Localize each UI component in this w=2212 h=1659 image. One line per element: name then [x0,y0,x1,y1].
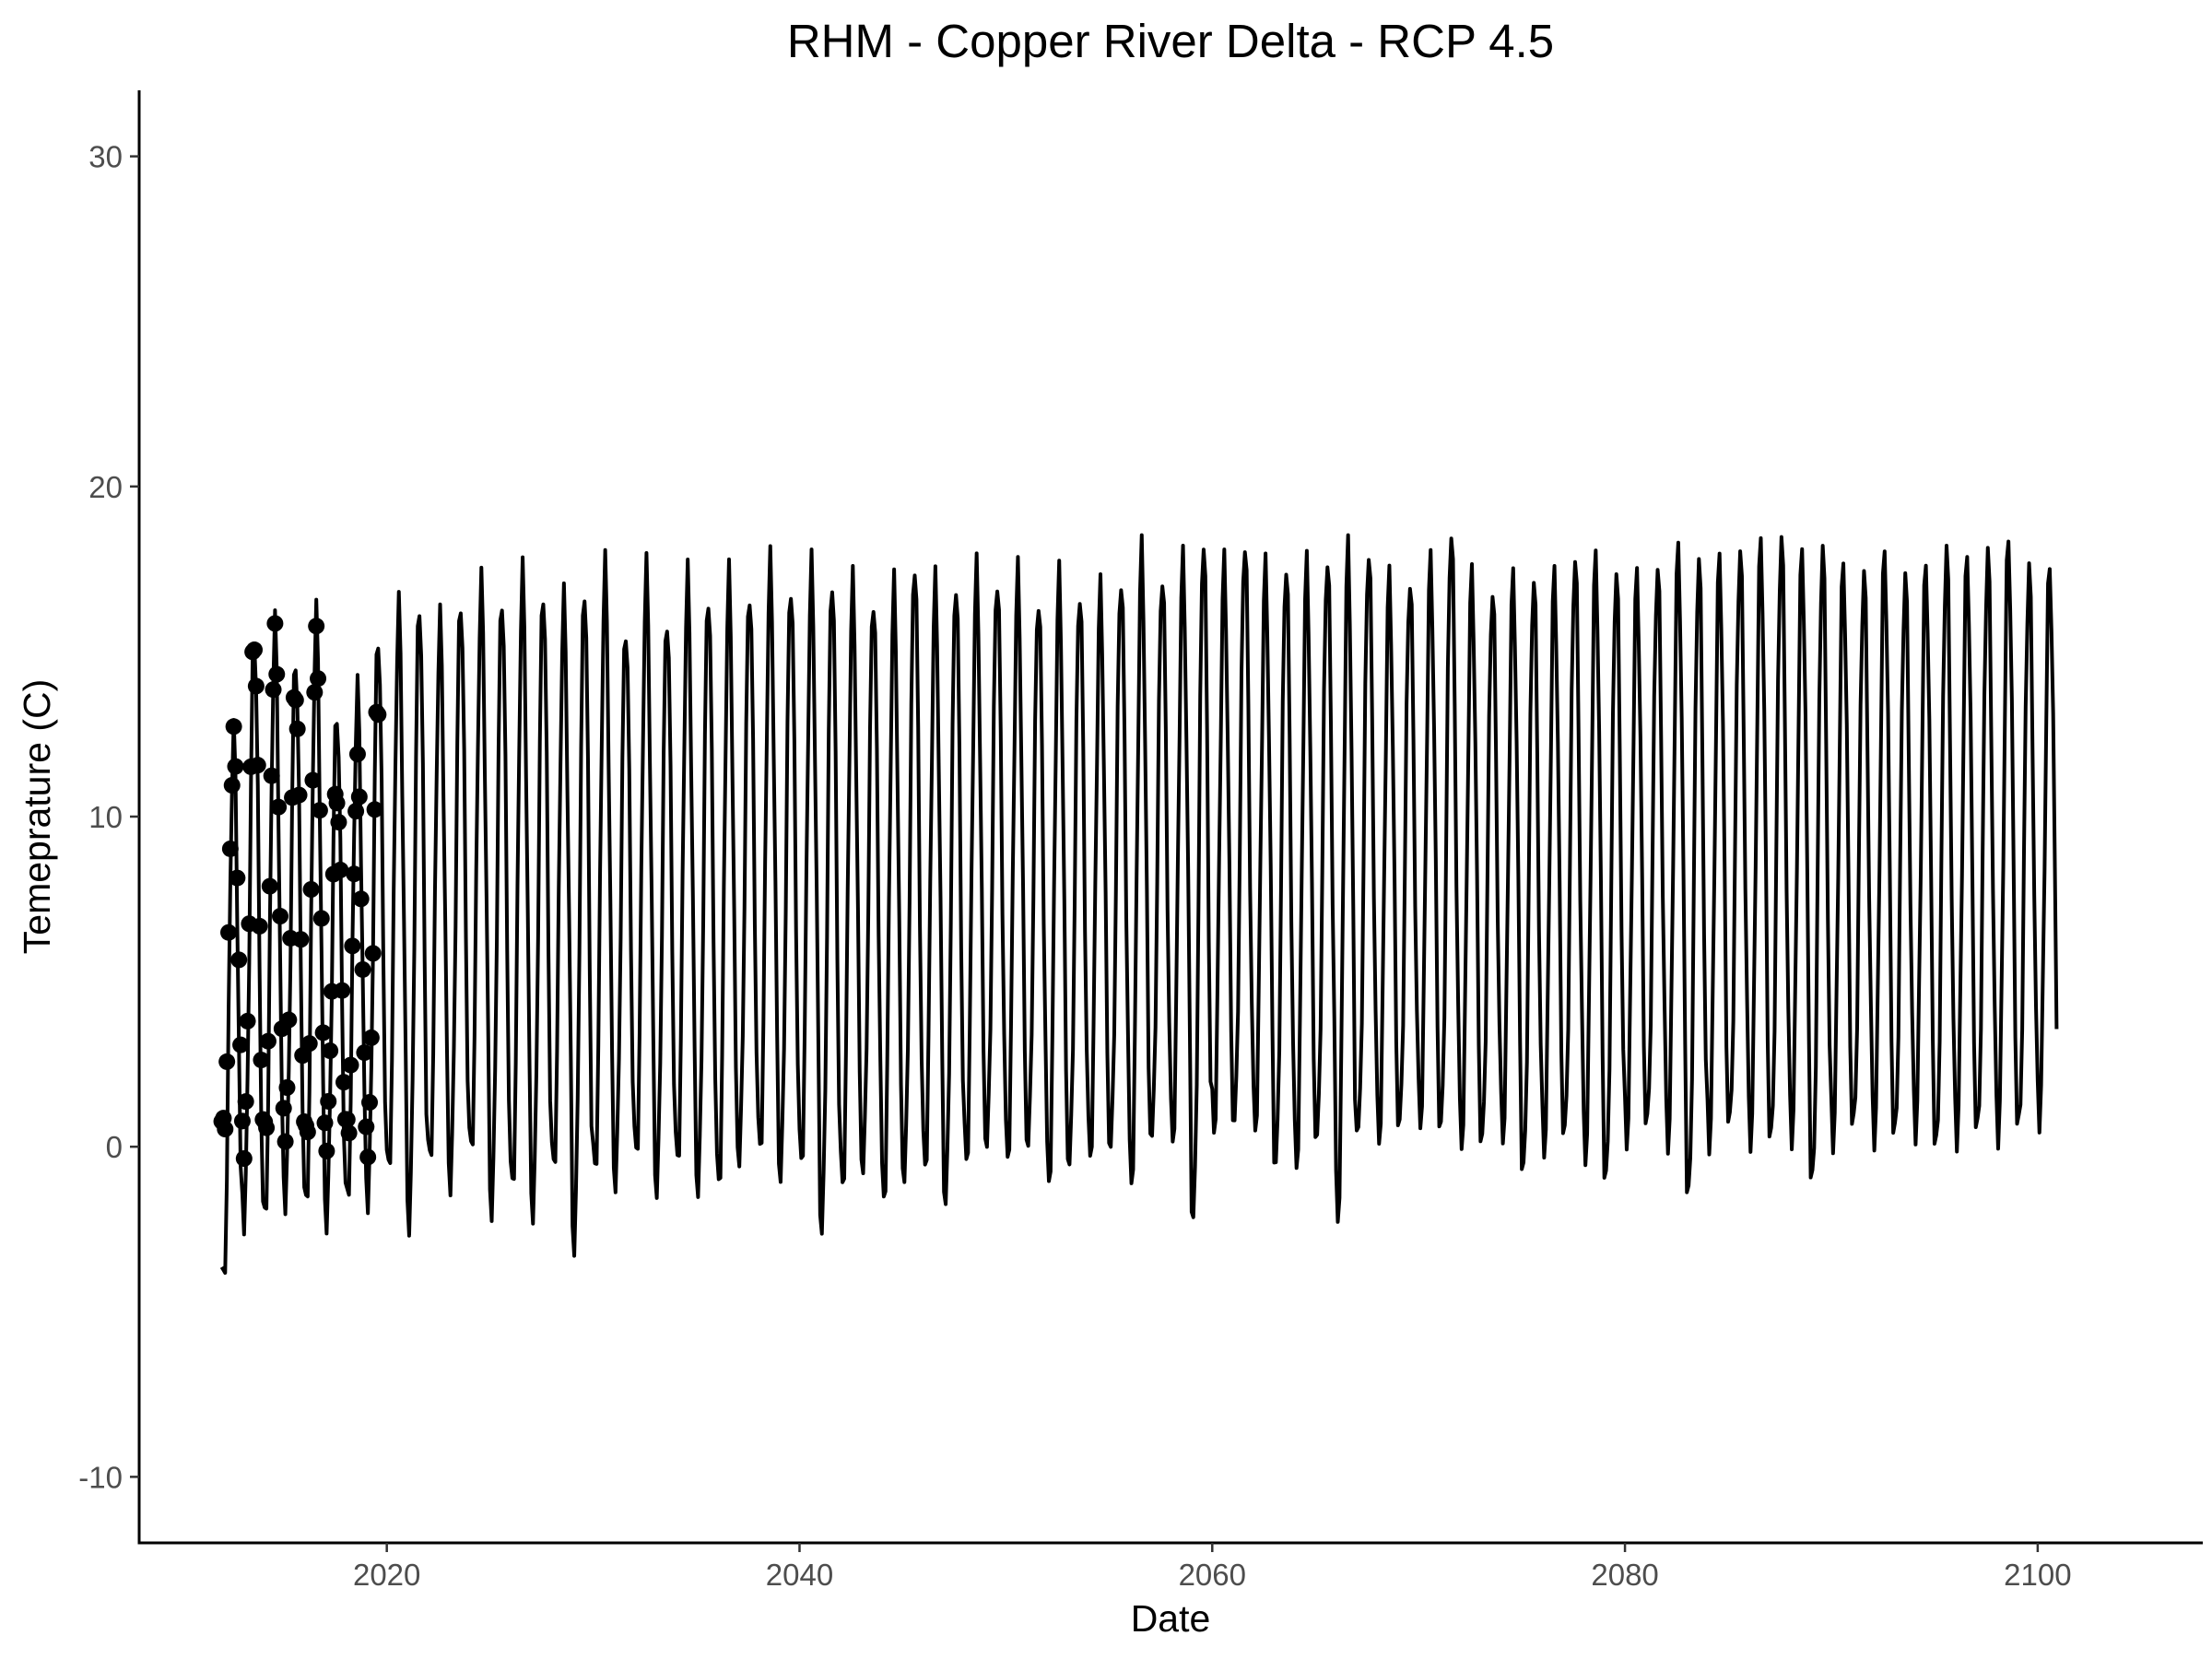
y-tick-label: 30 [88,140,123,174]
x-tick-label: 2080 [1591,1558,1658,1592]
observed-point [270,798,288,816]
observed-point [246,641,264,659]
observed-point [359,1148,377,1166]
observed-point [328,794,346,812]
observed-point [258,1119,276,1136]
observed-point [332,861,349,878]
observed-point [287,691,304,709]
y-tick-label: 10 [88,800,123,834]
observed-point [263,767,280,784]
observed-point [220,924,238,941]
observed-point [314,1024,332,1041]
observed-point [347,803,365,820]
observed-point [335,1074,353,1091]
observed-point [364,945,382,962]
x-tick-label: 2040 [766,1558,833,1592]
observed-point [278,1079,296,1096]
y-tick-label: -10 [78,1460,123,1494]
observed-point [354,960,371,978]
observed-point [235,1150,253,1168]
observed-point [266,615,284,632]
observed-point [247,677,265,695]
observed-point [232,1036,250,1053]
observed-point [268,665,286,683]
observed-point [265,681,282,699]
observed-point [362,1029,380,1046]
observed-point [356,1044,373,1062]
y-tick-label: 0 [106,1130,123,1164]
x-axis-title: Date [1131,1597,1211,1640]
observed-point [217,1121,234,1138]
observed-point [276,1133,294,1150]
observed-point [218,1053,236,1070]
y-axis: -10 0 10 20 30 [78,140,139,1494]
observed-point [330,814,347,831]
observed-point [322,1042,339,1060]
observed-point [366,801,383,818]
observed-point [350,788,368,806]
temperature-series-line [219,533,2059,1276]
observed-point [259,1032,276,1050]
x-tick-label: 2100 [2004,1558,2071,1592]
observed-point [280,1011,298,1029]
observed-point [308,618,325,635]
plot-area [213,533,2059,1276]
observed-point [233,1112,251,1130]
observed-point [342,1056,359,1074]
observed-point [292,931,310,948]
observed-point [253,1052,270,1069]
observed-point [344,937,361,955]
observed-point [352,890,370,908]
x-tick-label: 2060 [1179,1558,1246,1592]
observed-point [239,1012,256,1030]
observed-point [370,706,387,724]
y-axis-title: Temeprature (C) [16,679,58,954]
observed-point [320,1092,337,1110]
observed-point [237,1093,254,1111]
observed-point [229,869,246,887]
observed-point [290,786,308,804]
observed-point [338,1111,356,1128]
observed-point [306,684,324,701]
observed-point [340,1124,358,1142]
observed-point [311,802,328,819]
observed-point [346,865,363,883]
chart-title: RHM - Copper River Delta - RCP 4.5 [787,15,1554,67]
observed-point [358,1118,375,1135]
observed-point [361,1094,379,1112]
observed-point [299,1124,316,1141]
x-axis: 2020 2040 2060 2080 2100 [353,1543,2072,1592]
observed-point [251,917,268,935]
observed-point [310,670,327,688]
observed-point [272,908,288,925]
observed-point [334,982,351,999]
observed-point [227,758,244,775]
observed-point [348,746,366,763]
observed-point [288,720,306,737]
x-tick-label: 2020 [353,1558,420,1592]
observed-point [318,1142,335,1159]
observed-point [221,840,239,857]
observed-point [230,951,248,969]
observed-point [304,771,322,789]
y-tick-label: 20 [88,470,123,504]
observed-point [261,877,278,895]
observed-point [249,757,266,774]
observed-point [312,910,330,927]
observed-point [223,777,241,794]
observed-point [275,1100,292,1117]
observed-point [316,1114,334,1132]
observed-point [225,718,242,735]
observed-point [302,881,320,898]
observed-point [300,1035,318,1053]
